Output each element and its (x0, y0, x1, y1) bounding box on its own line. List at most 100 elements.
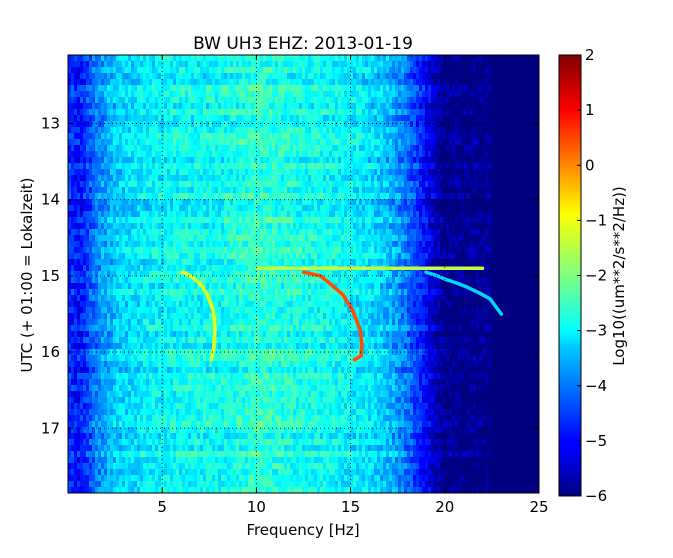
heatmap-cell (203, 241, 207, 248)
heatmap-cell (299, 145, 303, 152)
heatmap-cell (155, 109, 159, 116)
heatmap-cell (278, 127, 282, 134)
heatmap-cell (221, 193, 225, 200)
heatmap-cell (413, 229, 417, 236)
heatmap-cell (194, 157, 198, 164)
heatmap-cell (401, 97, 405, 104)
heatmap-cell (467, 163, 471, 170)
heatmap-cell (77, 85, 81, 92)
heatmap-cell (236, 235, 240, 242)
heatmap-cell (281, 211, 285, 218)
heatmap-cell (80, 229, 84, 236)
heatmap-cell (422, 73, 426, 80)
heatmap-cell (299, 157, 303, 164)
heatmap-cell (323, 187, 327, 194)
heatmap-cell (209, 205, 213, 212)
heatmap-cell (293, 97, 297, 104)
heatmap-cell (101, 193, 105, 200)
heatmap-cell (362, 211, 366, 218)
heatmap-cell (170, 241, 174, 248)
heatmap-cell (200, 157, 204, 164)
heatmap-cell (260, 223, 264, 230)
heatmap-cell (281, 241, 285, 248)
heatmap-cell (77, 247, 81, 254)
heatmap-cell (137, 241, 141, 248)
heatmap-cell (398, 67, 402, 74)
heatmap-cell (176, 217, 180, 224)
heatmap-cell (170, 217, 174, 224)
heatmap-cell (209, 199, 213, 206)
heatmap-cell (302, 169, 306, 176)
heatmap-cell (479, 175, 483, 182)
heatmap-cell (128, 61, 132, 68)
heatmap-cell (461, 229, 465, 236)
heatmap-cell (443, 67, 447, 74)
heatmap-cell (476, 115, 480, 122)
heatmap-cell (152, 235, 156, 242)
heatmap-cell (431, 115, 435, 122)
heatmap-cell (458, 259, 462, 266)
heatmap-cell (137, 253, 141, 260)
heatmap-cell (77, 181, 81, 188)
heatmap-cell (344, 133, 348, 140)
heatmap-cell (269, 229, 273, 236)
heatmap-cell (344, 103, 348, 110)
heatmap-cell (137, 85, 141, 92)
heatmap-cell (260, 229, 264, 236)
heatmap-cell (347, 103, 351, 110)
heatmap-cell (341, 223, 345, 230)
heatmap-cell (350, 223, 354, 230)
heatmap-cell (341, 73, 345, 80)
heatmap-cell (245, 253, 249, 260)
heatmap-cell (305, 217, 309, 224)
heatmap-cell (242, 175, 246, 182)
heatmap-cell (185, 211, 189, 218)
heatmap-cell (236, 55, 240, 62)
heatmap-cell (302, 187, 306, 194)
heatmap-cell (428, 85, 432, 92)
heatmap-cell (83, 193, 87, 200)
heatmap-cell (404, 97, 408, 104)
heatmap-cell (350, 103, 354, 110)
heatmap-cell (245, 103, 249, 110)
heatmap-cell (77, 253, 81, 260)
heatmap-cell (452, 79, 456, 86)
heatmap-cell (422, 169, 426, 176)
heatmap-cell (95, 79, 99, 86)
heatmap-cell (89, 175, 93, 182)
heatmap-cell (296, 247, 300, 254)
heatmap-cell (386, 91, 390, 98)
heatmap-cell (302, 229, 306, 236)
heatmap-cell (302, 241, 306, 248)
heatmap-cell (194, 211, 198, 218)
heatmap-cell (116, 253, 120, 260)
heatmap-cell (74, 79, 78, 86)
heatmap-cell (119, 253, 123, 260)
heatmap-cell (161, 103, 165, 110)
heatmap-cell (68, 199, 72, 206)
heatmap-cell (314, 109, 318, 116)
heatmap-cell (389, 193, 393, 200)
heatmap-cell (146, 217, 150, 224)
heatmap-cell (350, 211, 354, 218)
heatmap-cell (290, 91, 294, 98)
heatmap-cell (269, 103, 273, 110)
heatmap-cell (92, 97, 96, 104)
heatmap-cell (377, 241, 381, 248)
heatmap-cell (344, 151, 348, 158)
heatmap-cell (101, 181, 105, 188)
heatmap-cell (122, 211, 126, 218)
heatmap-cell (122, 133, 126, 140)
heatmap-cell (446, 55, 450, 62)
heatmap-cell (332, 157, 336, 164)
heatmap-cell (275, 103, 279, 110)
heatmap-cell (383, 79, 387, 86)
heatmap-cell (398, 109, 402, 116)
heatmap-cell (275, 73, 279, 80)
heatmap-cell (365, 73, 369, 80)
heatmap-cell (380, 163, 384, 170)
heatmap-cell (113, 193, 117, 200)
heatmap-cell (221, 265, 225, 272)
heatmap-cell (86, 127, 90, 134)
heatmap-cell (137, 187, 141, 194)
